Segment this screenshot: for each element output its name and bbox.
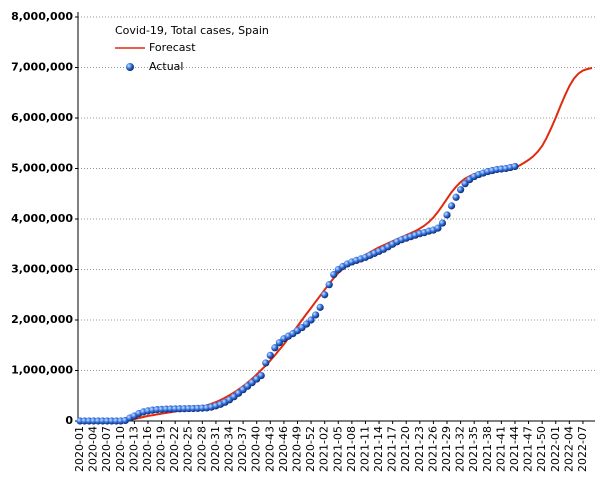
actual-point xyxy=(257,371,265,380)
y-tick-label: 3,000,000 xyxy=(11,263,73,276)
actual-point xyxy=(316,303,324,311)
legend-swatch xyxy=(126,63,134,71)
x-tick-label: 2021-20 xyxy=(399,426,412,472)
actual-point xyxy=(266,351,274,359)
x-tick-label: 2021-23 xyxy=(413,426,426,472)
actual-point xyxy=(452,193,460,201)
x-tick-label: 2020-10 xyxy=(114,426,127,472)
actual-point xyxy=(312,311,320,319)
x-tick-label: 2021-05 xyxy=(331,426,344,472)
x-tick-label: 2021-02 xyxy=(318,426,331,472)
y-tick-label: 1,000,000 xyxy=(11,364,73,377)
x-tick-label: 2020-13 xyxy=(127,426,140,472)
actual-point xyxy=(307,316,315,324)
x-tick-label: 2021-11 xyxy=(358,426,371,472)
x-tick-label: 2022-07 xyxy=(576,426,589,472)
actual-point xyxy=(262,359,270,367)
x-tick-label: 2020-22 xyxy=(168,426,181,472)
actual-point xyxy=(438,219,447,227)
x-tick-label: 2021-08 xyxy=(345,426,358,472)
y-tick-label: 2,000,000 xyxy=(11,313,73,326)
x-tick-label: 2020-40 xyxy=(250,426,263,472)
x-tick-label: 2020-52 xyxy=(304,426,317,472)
y-tick-label: 4,000,000 xyxy=(11,212,73,225)
actual-point xyxy=(434,224,442,232)
y-tick-label: 5,000,000 xyxy=(11,162,73,175)
x-tick-label: 2020-43 xyxy=(263,426,276,472)
actual-point xyxy=(511,162,519,171)
x-tick-label: 2021-44 xyxy=(508,426,521,472)
y-tick-label: 6,000,000 xyxy=(11,111,73,124)
x-tick-label: 2021-47 xyxy=(522,426,535,472)
x-tick-label: 2022-01 xyxy=(549,426,562,472)
x-tick-label: 2020-46 xyxy=(277,426,290,472)
x-tick-label: 2021-26 xyxy=(426,426,439,472)
x-tick-label: 2020-01 xyxy=(73,426,86,472)
x-tick-label: 2021-35 xyxy=(467,426,480,472)
y-tick-label: 8,000,000 xyxy=(11,10,73,23)
x-tick-label: 2020-25 xyxy=(182,426,195,472)
chart-title: Covid-19, Total cases, Spain xyxy=(115,24,269,37)
x-tick-label: 2020-07 xyxy=(100,426,113,472)
actual-point xyxy=(447,202,456,210)
x-tick-label: 2020-19 xyxy=(155,426,168,472)
y-tick-label: 7,000,000 xyxy=(11,61,73,74)
x-tick-label: 2020-16 xyxy=(141,426,154,472)
actual-point xyxy=(330,270,338,279)
actual-point xyxy=(457,186,465,194)
x-tick-label: 2021-41 xyxy=(494,426,507,472)
x-tick-label: 2022-04 xyxy=(562,426,575,472)
forecast-line xyxy=(80,67,593,422)
x-tick-label: 2020-04 xyxy=(87,426,100,472)
actual-point xyxy=(321,291,329,299)
x-tick-label: 2020-28 xyxy=(195,426,208,472)
x-tick-label: 2021-29 xyxy=(440,426,453,472)
actual-point xyxy=(325,281,333,289)
x-tick-label: 2021-32 xyxy=(454,426,467,472)
actual-point xyxy=(271,344,279,352)
x-tick-label: 2021-38 xyxy=(481,426,494,472)
legend-label: Forecast xyxy=(149,41,196,54)
x-tick-label: 2020-34 xyxy=(223,426,236,472)
x-tick-label: 2021-17 xyxy=(386,426,399,472)
y-tick-label: 0 xyxy=(65,414,73,427)
x-tick-label: 2021-14 xyxy=(372,426,385,472)
x-tick-label: 2020-37 xyxy=(236,426,249,472)
actual-point xyxy=(443,211,451,219)
x-tick-label: 2020-49 xyxy=(290,426,303,472)
x-tick-label: 2020-31 xyxy=(209,426,222,472)
x-tick-label: 2021-50 xyxy=(535,426,548,472)
legend-label: Actual xyxy=(149,60,183,73)
